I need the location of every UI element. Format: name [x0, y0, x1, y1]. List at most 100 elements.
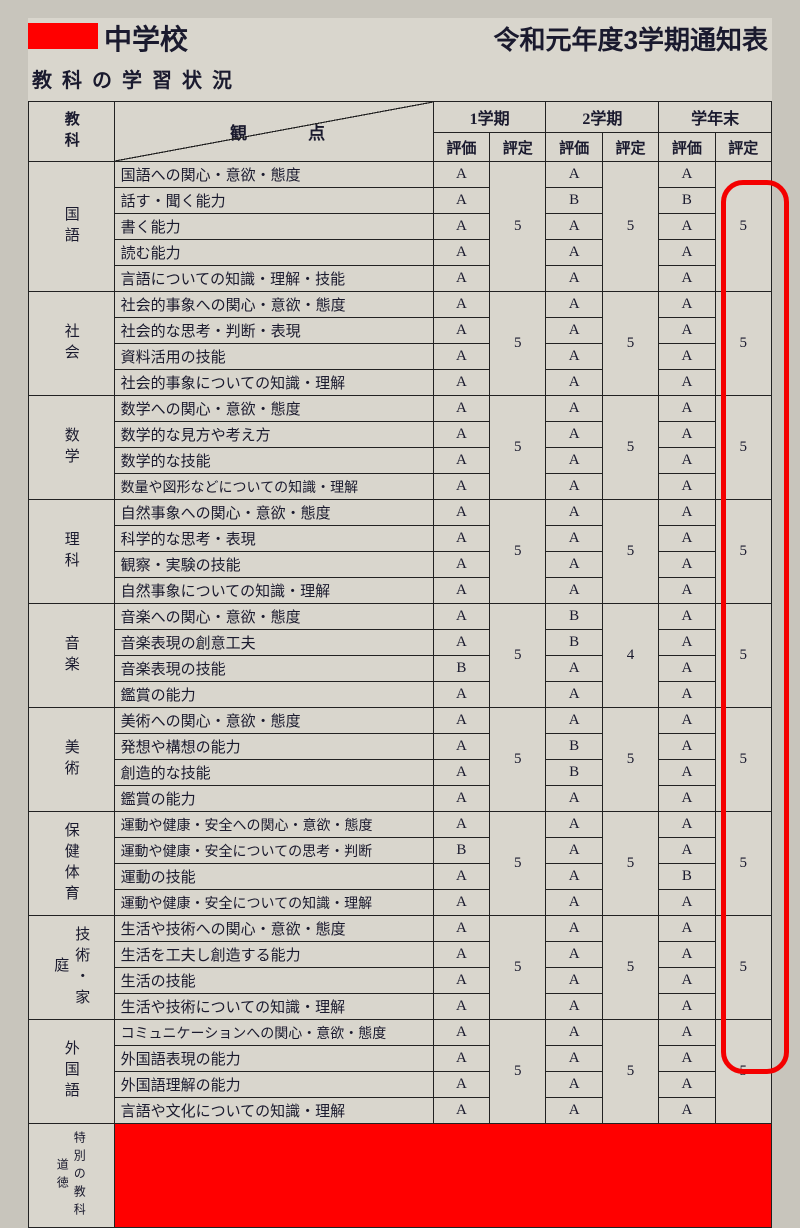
- eval-cell: A: [433, 604, 489, 630]
- eval-cell: A: [433, 162, 489, 188]
- table-row: 発想や構想の能力ABA: [29, 734, 772, 760]
- rating-cell: 4: [602, 604, 658, 708]
- eval-cell: A: [659, 1046, 715, 1072]
- eval-cell: A: [546, 812, 602, 838]
- table-row: 数量や図形などについての知識・理解AAA: [29, 474, 772, 500]
- criteria-cell: 美術への関心・意欲・態度: [114, 708, 433, 734]
- table-row: 生活を工夫し創造する能力AAA: [29, 942, 772, 968]
- eval-cell: B: [546, 630, 602, 656]
- table-row: 言語や文化についての知識・理解AAA: [29, 1098, 772, 1124]
- rating-cell: 5: [602, 916, 658, 1020]
- eval-cell: A: [546, 526, 602, 552]
- eval-cell: A: [659, 604, 715, 630]
- eval-cell: A: [546, 578, 602, 604]
- criteria-cell: 自然事象についての知識・理解: [114, 578, 433, 604]
- rating-cell: 5: [602, 1020, 658, 1124]
- eval-cell: A: [433, 760, 489, 786]
- eval-cell: A: [546, 1020, 602, 1046]
- criteria-cell: 観察・実験の技能: [114, 552, 433, 578]
- criteria-cell: 発想や構想の能力: [114, 734, 433, 760]
- eval-cell: A: [433, 266, 489, 292]
- table-row: 運動や健康・安全についての知識・理解AAA: [29, 890, 772, 916]
- criteria-cell: 生活や技術への関心・意欲・態度: [114, 916, 433, 942]
- eval-cell: A: [659, 526, 715, 552]
- criteria-cell: 数学的な技能: [114, 448, 433, 474]
- eval-cell: A: [546, 656, 602, 682]
- grade-table-head: 教科 観 点 1学期 2学期 学年末 評価 評定 評価 評定 評価 評定: [29, 102, 772, 162]
- rating-cell: 5: [715, 812, 771, 916]
- col-t2-rate: 評定: [602, 133, 658, 162]
- criteria-cell: 読む能力: [114, 240, 433, 266]
- criteria-cell: 運動や健康・安全についての知識・理解: [114, 890, 433, 916]
- rating-cell: 5: [490, 708, 546, 812]
- eval-cell: A: [546, 240, 602, 266]
- table-row: 社会的事象についての知識・理解AAA: [29, 370, 772, 396]
- col-term2: 2学期: [546, 102, 659, 133]
- eval-cell: A: [433, 864, 489, 890]
- criteria-cell: 数学への関心・意欲・態度: [114, 396, 433, 422]
- criteria-cell: 音楽への関心・意欲・態度: [114, 604, 433, 630]
- eval-cell: A: [433, 734, 489, 760]
- eval-cell: A: [659, 162, 715, 188]
- rating-cell: 5: [490, 604, 546, 708]
- eval-cell: A: [546, 1072, 602, 1098]
- criteria-cell: 音楽表現の創意工夫: [114, 630, 433, 656]
- eval-cell: A: [659, 682, 715, 708]
- grade-table-body: 国語国語への関心・意欲・態度A5A5A5話す・聞く能力ABB書く能力AAA読む能…: [29, 162, 772, 1228]
- eval-cell: A: [659, 890, 715, 916]
- eval-cell: A: [659, 578, 715, 604]
- header-row: 中学校 令和元年度3学期通知表: [28, 18, 772, 58]
- eval-cell: A: [433, 812, 489, 838]
- eval-cell: B: [546, 604, 602, 630]
- table-row: 資料活用の技能AAA: [29, 344, 772, 370]
- eval-cell: A: [433, 708, 489, 734]
- eval-cell: A: [433, 526, 489, 552]
- subject-cell: 音楽: [29, 604, 115, 708]
- eval-cell: A: [659, 344, 715, 370]
- eval-cell: A: [433, 318, 489, 344]
- eval-cell: A: [546, 994, 602, 1020]
- table-row: 自然事象についての知識・理解AAA: [29, 578, 772, 604]
- eval-cell: A: [546, 500, 602, 526]
- eval-cell: A: [433, 1020, 489, 1046]
- col-term1: 1学期: [433, 102, 546, 133]
- eval-cell: A: [433, 448, 489, 474]
- criteria-cell: 生活を工夫し創造する能力: [114, 942, 433, 968]
- rating-cell: 5: [490, 396, 546, 500]
- eval-cell: A: [433, 1072, 489, 1098]
- criteria-cell: コミュニケーションへの関心・意欲・態度: [114, 1020, 433, 1046]
- tokubetsu-redaction: [114, 1124, 771, 1228]
- eval-cell: A: [433, 786, 489, 812]
- subject-cell: 外国語: [29, 1020, 115, 1124]
- eval-cell: A: [433, 1046, 489, 1072]
- criteria-cell: 話す・聞く能力: [114, 188, 433, 214]
- eval-cell: A: [659, 266, 715, 292]
- eval-cell: A: [659, 708, 715, 734]
- col-t1-rate: 評定: [490, 133, 546, 162]
- school-name-redaction: [28, 23, 98, 49]
- eval-cell: A: [546, 864, 602, 890]
- eval-cell: A: [659, 240, 715, 266]
- rating-cell: 5: [490, 1020, 546, 1124]
- eval-cell: B: [659, 188, 715, 214]
- rating-cell: 5: [715, 708, 771, 812]
- eval-cell: A: [659, 214, 715, 240]
- eval-cell: A: [546, 370, 602, 396]
- eval-cell: A: [546, 448, 602, 474]
- eval-cell: B: [546, 188, 602, 214]
- eval-cell: A: [659, 968, 715, 994]
- rating-cell: 5: [715, 604, 771, 708]
- table-row: 国語国語への関心・意欲・態度A5A5A5: [29, 162, 772, 188]
- criteria-cell: 言語についての知識・理解・技能: [114, 266, 433, 292]
- table-row: 書く能力AAA: [29, 214, 772, 240]
- criteria-cell: 運動や健康・安全についての思考・判断: [114, 838, 433, 864]
- eval-cell: A: [546, 266, 602, 292]
- criteria-cell: 運動の技能: [114, 864, 433, 890]
- eval-cell: A: [546, 344, 602, 370]
- eval-cell: A: [659, 474, 715, 500]
- rating-cell: 5: [602, 812, 658, 916]
- criteria-cell: 数量や図形などについての知識・理解: [114, 474, 433, 500]
- col-subject: 教科: [29, 102, 115, 162]
- criteria-cell: 国語への関心・意欲・態度: [114, 162, 433, 188]
- eval-cell: A: [433, 890, 489, 916]
